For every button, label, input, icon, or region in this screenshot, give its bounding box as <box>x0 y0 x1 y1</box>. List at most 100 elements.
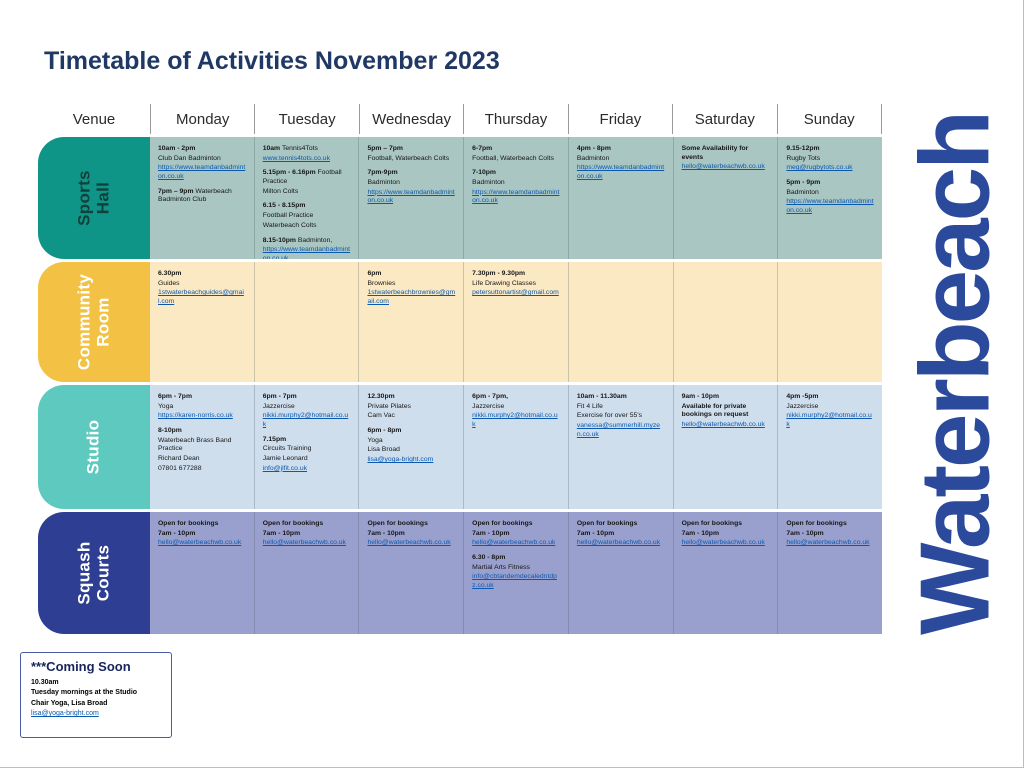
activity-text: 10am <box>262 145 282 152</box>
activity-link[interactable]: vanessa@summerhill.myzen.co.uk <box>576 422 661 438</box>
coming-soon-line: 10.30am <box>31 678 161 687</box>
activity-entry-line: hello@waterbeachwb.co.uk <box>263 539 352 548</box>
activity-entry-line: https://www.teamdanbadminton.co.uk <box>158 164 247 181</box>
activity-link[interactable]: info@jlfit.co.uk <box>262 464 308 472</box>
activity-link[interactable]: nikki.murphy2@hotmail.co.uk <box>472 412 558 429</box>
activity-link[interactable]: lisa@yoga-bright.com <box>31 710 99 718</box>
activity-text: 6pm - 7pm <box>158 393 192 400</box>
activity-text: Fit 4 Life <box>576 402 603 410</box>
cell-sports-hall-monday: 10am - 2pm Club Dan Badminton https://www.… <box>150 137 254 259</box>
activity-text: 5pm – 7pm <box>367 145 403 152</box>
activity-link[interactable]: https://karen-norris.co.uk <box>158 412 233 420</box>
header-wednesday: Wednesday <box>358 104 463 134</box>
activity-entry-line: 7am - 10pm <box>367 530 456 539</box>
activity-link[interactable]: lisa@yoga-bright.com <box>367 456 434 464</box>
cell-community-room-friday <box>567 262 673 382</box>
activity-link[interactable]: https://www.teamdanbadminton.co.uk <box>262 246 350 259</box>
activity-entry-line: 6pm - 8pm <box>367 427 456 436</box>
activity-entry-line: hello@waterbeachwb.co.uk <box>682 421 771 430</box>
activity-link[interactable]: petersuttonartist@gmail.com <box>472 289 559 297</box>
activity-entry-line: Badminton <box>786 189 875 198</box>
activity-text: 6-7pm <box>472 145 493 152</box>
activity-entry-line: 8.15-10pm Badminton, <box>263 237 352 246</box>
brand-text: Waterbeach <box>899 113 1010 635</box>
activity-link[interactable]: 1stwaterbeachbrownies@gmail.com <box>367 289 456 306</box>
cell-studio-saturday: 9am - 10pm Available for private bookings… <box>672 385 778 509</box>
activity-link[interactable]: nikki.murphy2@hotmail.co.uk <box>262 412 349 429</box>
cell-squash-courts-monday: Open for bookings 7am - 10pm hello@waterbe… <box>150 512 254 634</box>
activity-entry-line: hello@waterbeachwb.co.uk <box>472 539 561 548</box>
activity-entry-line: 7.15pm <box>263 436 352 445</box>
activity-entry-line: meg@rugbytots.co.uk <box>786 164 875 173</box>
cell-community-room-thursday: 7.30pm - 9.30pm Life Drawing Classes peter… <box>463 262 568 382</box>
activity-link[interactable]: hello@waterbeachwb.co.uk <box>367 539 451 547</box>
activity-text: 6.30 - 8pm <box>472 554 506 562</box>
activity-link[interactable]: meg@rugbytots.co.uk <box>786 164 853 172</box>
activity-entry-line: 7am - 10pm <box>158 530 247 539</box>
activity-link[interactable]: hello@waterbeachwb.co.uk <box>681 539 765 547</box>
activity-text: Yoga <box>367 436 383 444</box>
cell-squash-courts-wednesday: Open for bookings 7am - 10pm hello@waterbe… <box>358 512 464 634</box>
activity-entry-line: Open for bookings <box>577 520 666 529</box>
activity-link[interactable]: https://www.teamdanbadminton.co.uk <box>472 188 560 205</box>
activity-text: 6.30pm <box>158 270 182 277</box>
activity-link[interactable]: info@cbtandemdecaledntdpz.co.uk <box>472 573 557 590</box>
activity-entry-line: 7pm – 9pm Waterbeach Badminton Club <box>158 188 247 205</box>
cell-sports-hall-saturday: Some Availability for events hello@waterb… <box>672 137 778 259</box>
activity-entry-line: Cam Vac <box>367 412 456 421</box>
header-venue: Venue <box>72 110 116 128</box>
activity-text: Milton Colts <box>262 187 299 195</box>
activity-entry-line: https://www.teamdanbadminton.co.uk <box>786 198 875 215</box>
activity-entry-line: 6.30 - 8pm <box>472 554 561 563</box>
activity-link[interactable]: nikki.murphy2@hotmail.co.uk <box>786 412 872 429</box>
activity-entry-line: 7pm-9pm <box>367 169 456 178</box>
activity-text: 6pm - 7pm <box>262 393 297 400</box>
activity-entry-line: https://www.teamdanbadminton.co.uk <box>577 164 666 181</box>
activity-link[interactable]: hello@waterbeachwb.co.uk <box>262 539 346 547</box>
cell-community-room-sunday <box>777 262 883 382</box>
activity-text: 7am - 10pm <box>786 529 824 537</box>
activity-text: Badminton <box>786 188 819 196</box>
activity-text: Available for private bookings on reques… <box>681 402 749 419</box>
activity-entry-line: Open for bookings <box>367 520 456 529</box>
venue-tab-studio: Studio <box>38 385 150 509</box>
activity-entry-line: 10am - 11.30am <box>577 393 666 402</box>
activity-entry-line: Yoga <box>158 403 247 412</box>
activity-text: 5pm - 9pm <box>786 179 821 187</box>
activity-entry-line: 8-10pm <box>158 427 247 436</box>
activity-entry-line: Life Drawing Classes <box>472 280 561 289</box>
activity-link[interactable]: 1stwaterbeachguides@gmail.com <box>158 289 244 306</box>
activity-text: Circuits Training <box>262 445 312 453</box>
activity-link[interactable]: hello@waterbeachwb.co.uk <box>786 539 870 547</box>
activity-entry-line: Fit 4 Life <box>577 403 666 412</box>
activity-link[interactable]: https://www.teamdanbadminton.co.uk <box>576 164 665 181</box>
activity-link[interactable]: www.tennis4tots.co.uk <box>262 154 330 162</box>
activity-link[interactable]: https://www.teamdanbadminton.co.uk <box>158 164 246 181</box>
activity-text: 7pm-9pm <box>367 169 398 177</box>
activity-entry-line: Lisa Broad <box>367 446 456 455</box>
activity-text: Brownies <box>367 279 396 287</box>
cell-studio-wednesday: 12.30pm Private Pilates Cam Vac 6pm - 8pm Yo… <box>358 385 464 509</box>
activity-entry-line: 07801 677288 <box>158 465 247 474</box>
activity-entry-line: https://karen-norris.co.uk <box>158 412 247 421</box>
activity-link[interactable]: hello@waterbeachwb.co.uk <box>472 539 556 547</box>
activity-text: 4pm - 8pm <box>576 145 611 152</box>
activity-entry-line: 6pm - 7pm <box>263 393 352 402</box>
activity-link[interactable]: hello@waterbeachwb.co.uk <box>158 539 242 547</box>
activity-link[interactable]: hello@waterbeachwb.co.uk <box>681 421 765 429</box>
activity-entry-line: 7.30pm - 9.30pm <box>472 270 561 279</box>
cell-squash-courts-tuesday: Open for bookings 7am - 10pm hello@waterbe… <box>253 512 359 634</box>
activity-text: 10am - 11.30am <box>576 393 627 400</box>
coming-soon-line: Tuesday mornings at the Studio <box>31 688 161 697</box>
page-title: Timetable of Activities November 2023 <box>44 46 500 75</box>
activity-entry-line: Waterbeach Brass Band Practice <box>158 437 247 454</box>
brand-vertical-wordmark: Waterbeach <box>900 0 1010 768</box>
cell-sports-hall-sunday: 9.15-12pm Rugby Tots meg@rugbytots.co.uk 5p… <box>777 137 883 259</box>
activity-link[interactable]: hello@waterbeachwb.co.uk <box>681 163 765 171</box>
activity-link[interactable]: https://www.teamdanbadminton.co.uk <box>367 188 455 205</box>
activity-entry-line: 7am - 10pm <box>472 530 561 539</box>
activity-entry-line: Waterbeach Colts <box>263 222 352 231</box>
activity-link[interactable]: https://www.teamdanbadminton.co.uk <box>786 198 874 215</box>
cell-squash-courts-sunday: Open for bookings 7am - 10pm hello@waterbe… <box>777 512 883 634</box>
activity-link[interactable]: hello@waterbeachwb.co.uk <box>576 539 661 547</box>
